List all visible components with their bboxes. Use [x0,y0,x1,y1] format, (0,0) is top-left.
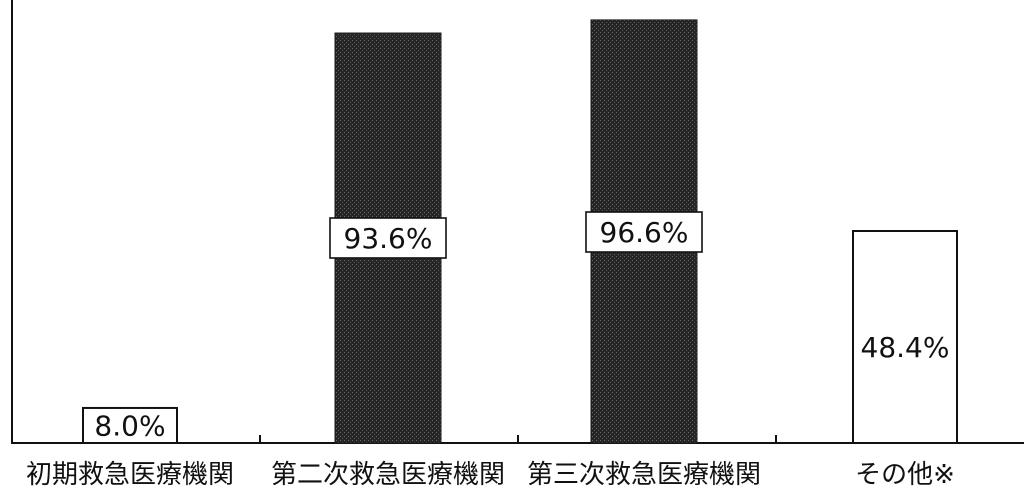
value-label-1: 8.0% [94,409,165,442]
x-axis-ticks [259,435,777,443]
value-label-text-1: 8.0% [94,409,165,442]
category-label-1: 初期救急医療機関 [26,460,234,490]
value-label-box-3 [585,211,703,253]
value-label-3: 96.6% [585,211,703,253]
value-label-4: 48.4% [861,331,950,364]
category-label-2: 第二次救急医療機関 [271,460,505,490]
bar-4 [852,230,958,444]
category-label-3: 第三次救急医療機関 [527,460,761,490]
value-label-2: 93.6% [329,217,447,259]
value-label-box-2 [329,217,447,259]
bar-1 [82,406,178,444]
value-label-text-4: 48.4% [861,331,950,364]
value-labels: 8.0% 93.6% 96.6% 48.4% [94,211,950,442]
category-labels: 初期救急医療機関 第二次救急医療機関 第三次救急医療機関 その他※ [26,460,955,490]
bars [82,19,958,444]
value-label-text-3: 96.6% [600,216,689,249]
category-label-4: その他※ [855,460,955,490]
value-label-text-2: 93.6% [344,222,433,255]
